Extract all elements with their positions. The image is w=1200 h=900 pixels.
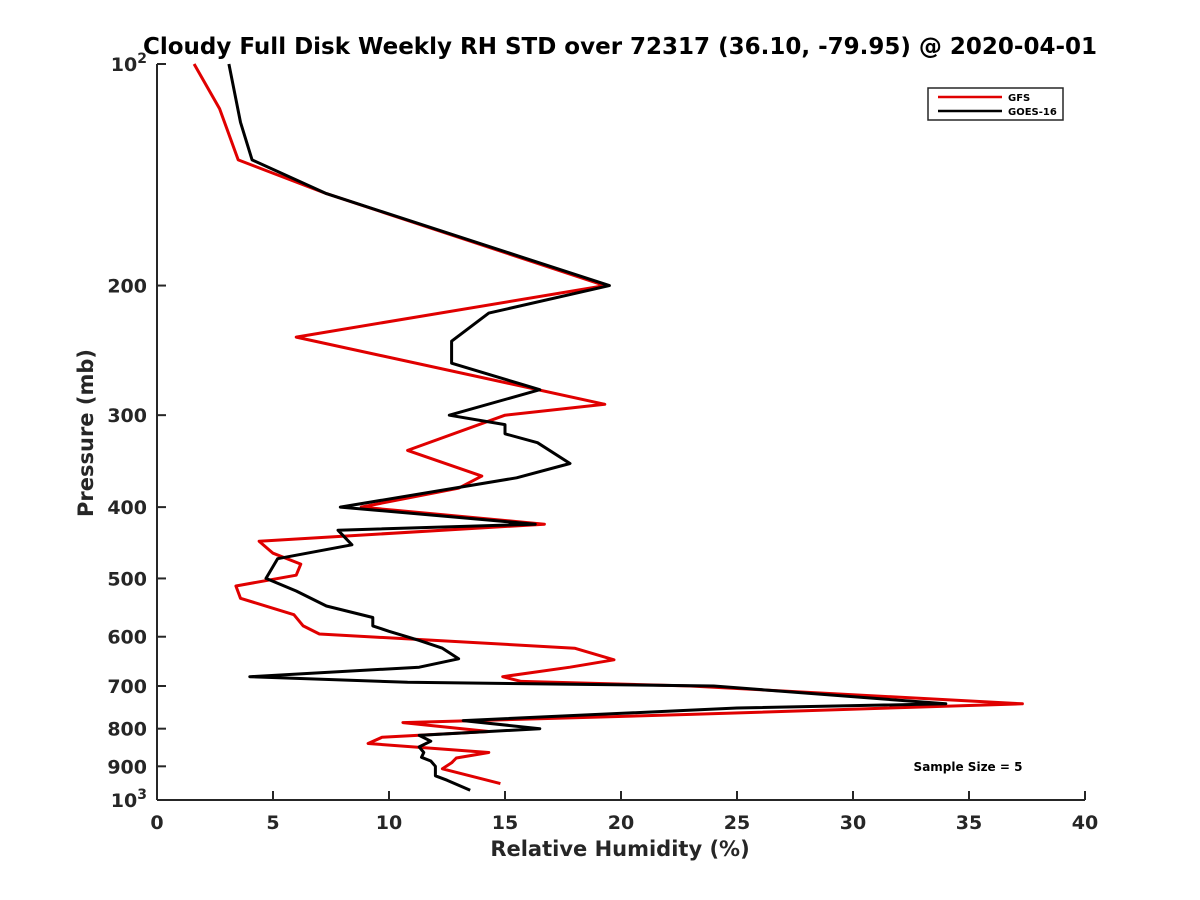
x-tick-label: 20 bbox=[608, 812, 634, 834]
x-tick-label: 10 bbox=[376, 812, 402, 834]
y-tick-label: 900 bbox=[107, 756, 147, 778]
x-tick-label: 40 bbox=[1072, 812, 1098, 834]
x-tick-label: 25 bbox=[724, 812, 750, 834]
legend-label: GOES-16 bbox=[1008, 107, 1057, 118]
y-axis-label: Pressure (mb) bbox=[74, 349, 98, 517]
series-line-gfs bbox=[192, 63, 1024, 786]
x-tick-label: 30 bbox=[840, 812, 866, 834]
y-tick-label: 103 bbox=[111, 787, 147, 812]
axes: 0 5 10 15 20 25 30 35 40 102 200 300 400 500 600 700 800… bbox=[107, 51, 1098, 834]
plot-area bbox=[192, 63, 1024, 792]
y-tick-label: 500 bbox=[107, 568, 147, 590]
x-axis-label: Relative Humidity (%) bbox=[490, 837, 749, 861]
chart-title: Cloudy Full Disk Weekly RH STD over 7231… bbox=[143, 34, 1097, 60]
legend-box bbox=[927, 87, 1064, 121]
y-tick-label: 800 bbox=[107, 719, 147, 741]
series-line-goes-16 bbox=[227, 63, 948, 792]
y-tick-label: 600 bbox=[107, 627, 147, 649]
y-tick-label: 300 bbox=[107, 405, 147, 427]
x-tick-label: 0 bbox=[150, 812, 163, 834]
y-tick-label: 200 bbox=[107, 276, 147, 298]
x-tick-label: 5 bbox=[266, 812, 279, 834]
y-tick-label: 102 bbox=[111, 51, 147, 76]
x-tick-label: 15 bbox=[492, 812, 518, 834]
x-tick-label: 35 bbox=[956, 812, 982, 834]
legend-label: GFS bbox=[1008, 93, 1030, 104]
sample-size-annotation: Sample Size = 5 bbox=[914, 760, 1023, 774]
legend: GFS GOES-16 bbox=[927, 87, 1064, 121]
y-tick-label: 400 bbox=[107, 497, 147, 519]
y-tick-label: 700 bbox=[107, 676, 147, 698]
